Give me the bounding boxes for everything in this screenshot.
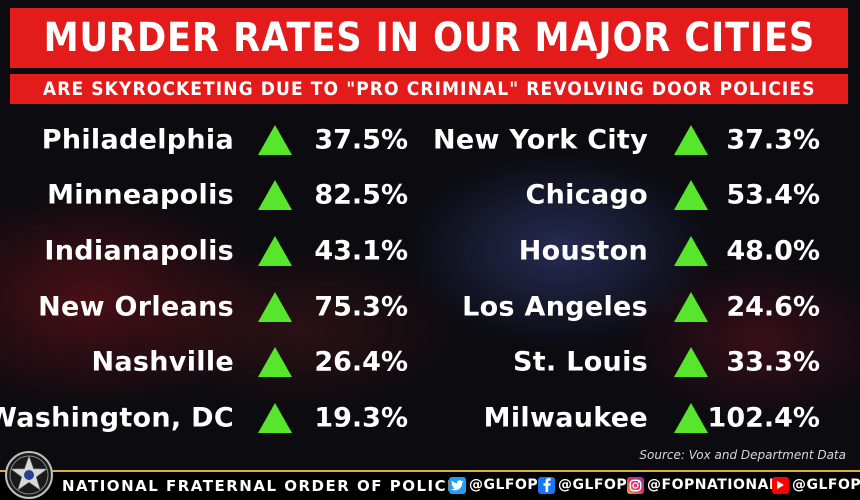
city-row: New Orleans 75.3% (0, 279, 420, 335)
city-name: Los Angeles (462, 291, 648, 323)
city-row: Washington, DC 19.3% (0, 390, 420, 446)
up-arrow-icon (674, 124, 708, 155)
city-name: Indianapolis (44, 235, 234, 267)
rate-change: 37.5% (314, 124, 408, 156)
instagram-icon (627, 476, 644, 494)
rate-change: 26.4% (314, 346, 408, 378)
up-arrow-icon (674, 235, 708, 266)
fop-star-badge-icon (5, 451, 53, 499)
up-arrow-icon (258, 180, 292, 211)
city-row: Houston 48.0% (420, 223, 840, 279)
twitter-icon (449, 476, 466, 494)
up-arrow-icon (258, 347, 292, 378)
page-subtitle: ARE SKYROCKETING DUE TO "PRO CRIMINAL" R… (42, 78, 816, 100)
city-row: Milwaukee 102.4% (420, 390, 840, 446)
city-row: New York City 37.3% (420, 112, 840, 168)
city-name: Minneapolis (47, 179, 234, 211)
city-row: Los Angeles 24.6% (420, 279, 840, 335)
youtube-icon (772, 476, 789, 494)
social-handle-label: @FOPNATIONAL (647, 477, 779, 493)
city-row: Chicago 53.4% (420, 168, 840, 224)
up-arrow-icon (674, 291, 708, 322)
facebook-handle[interactable]: @GLFOP (538, 474, 627, 496)
rate-change: 19.3% (314, 402, 408, 434)
footer-bar (0, 470, 860, 500)
rate-change: 33.3% (726, 346, 820, 378)
city-row: St. Louis 33.3% (420, 334, 840, 390)
up-arrow-icon (258, 235, 292, 266)
up-arrow-icon (258, 124, 292, 155)
city-row: Minneapolis 82.5% (0, 168, 420, 224)
city-name: St. Louis (512, 346, 648, 378)
up-arrow-icon (258, 402, 292, 433)
rate-change: 43.1% (314, 235, 408, 267)
rate-change: 24.6% (726, 291, 820, 323)
city-name: New Orleans (38, 291, 234, 323)
city-name: Milwaukee (483, 402, 648, 434)
rate-change: 37.3% (726, 124, 820, 156)
city-name: Washington, DC (0, 402, 234, 434)
up-arrow-icon (258, 291, 292, 322)
city-name: Nashville (91, 346, 234, 378)
city-name: Chicago (525, 179, 648, 211)
city-name: Philadelphia (41, 124, 234, 156)
youtube-handle[interactable]: @GLFOP (772, 474, 860, 496)
up-arrow-icon (674, 402, 708, 433)
social-handle-label: @GLFOP (792, 477, 860, 493)
twitter-handle[interactable]: @GLFOP (449, 474, 538, 496)
right-city-column: New York City 37.3% Chicago 53.4% Housto… (420, 112, 840, 446)
up-arrow-icon (674, 180, 708, 211)
up-arrow-icon (674, 347, 708, 378)
city-row: Philadelphia 37.5% (0, 112, 420, 168)
left-city-column: Philadelphia 37.5% Minneapolis 82.5% Ind… (0, 112, 420, 446)
rate-change: 82.5% (314, 179, 408, 211)
subtitle-banner: ARE SKYROCKETING DUE TO "PRO CRIMINAL" R… (10, 74, 848, 104)
city-row: Indianapolis 43.1% (0, 223, 420, 279)
page-title: MURDER RATES IN OUR MAJOR CITIES (43, 15, 815, 61)
facebook-icon (538, 476, 555, 494)
instagram-handle[interactable]: @FOPNATIONAL (627, 474, 778, 496)
organization-name: NATIONAL FRATERNAL ORDER OF POLICE (62, 477, 459, 495)
rate-change: 102.4% (707, 402, 820, 434)
city-name: New York City (432, 124, 648, 156)
rate-change: 75.3% (314, 291, 408, 323)
rate-change: 48.0% (726, 235, 820, 267)
rate-change: 53.4% (726, 179, 820, 211)
social-handle-label: @GLFOP (469, 477, 539, 493)
title-banner: MURDER RATES IN OUR MAJOR CITIES (10, 8, 848, 68)
social-handle-label: @GLFOP (558, 477, 628, 493)
city-name: Houston (518, 235, 648, 267)
city-row: Nashville 26.4% (0, 334, 420, 390)
source-note: Source: Vox and Department Data (639, 448, 846, 462)
